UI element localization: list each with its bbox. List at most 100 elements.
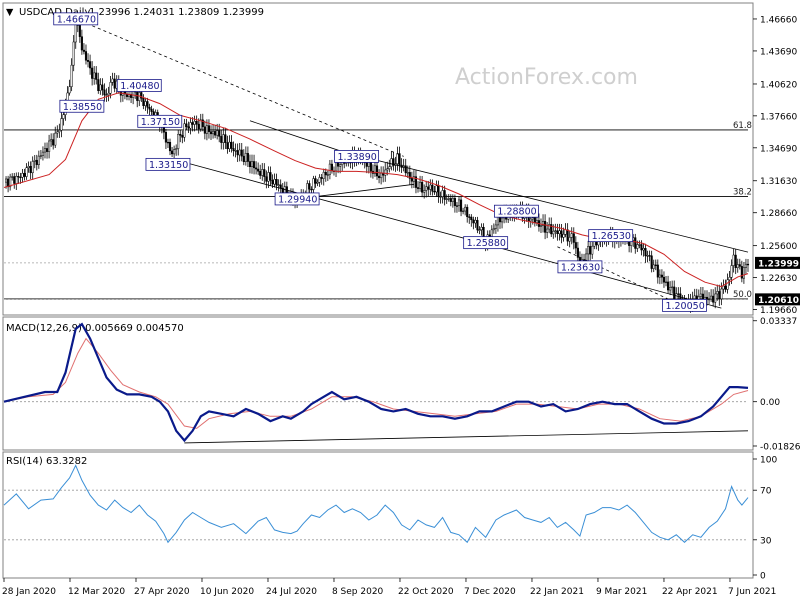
price-header-arrow: ▼ bbox=[6, 7, 14, 18]
candle-body-274 bbox=[564, 229, 567, 235]
candle-body-355 bbox=[730, 265, 733, 278]
candle-body-270 bbox=[556, 230, 559, 234]
candle-body-212 bbox=[437, 185, 440, 197]
price-header: ▼ USDCAD,Daily 1.23996 1.24031 1.23809 1… bbox=[6, 7, 264, 18]
candle-body-323 bbox=[664, 281, 668, 284]
candle-body-193 bbox=[398, 153, 401, 166]
annotation-label-8: 1.25880 bbox=[467, 238, 506, 249]
annotation-label-5: 1.29940 bbox=[278, 194, 317, 205]
candle-body-80 bbox=[166, 141, 170, 144]
candle-body-104 bbox=[216, 130, 219, 136]
candle-body-69 bbox=[144, 101, 147, 106]
candle-body-106 bbox=[220, 136, 223, 143]
annotation-layer: 1.46670 1.38550 1.40480 1.37150 1.33150 1.299… bbox=[53, 12, 707, 312]
annotation-label-2: 1.40480 bbox=[120, 81, 159, 92]
candle-body-273 bbox=[562, 234, 565, 238]
ema-line bbox=[3, 92, 749, 288]
last-price-badge bbox=[755, 256, 800, 269]
candle-body-243 bbox=[500, 217, 504, 223]
candle-body-231 bbox=[476, 220, 479, 231]
annotation-label-6: 1.33890 bbox=[338, 152, 377, 163]
candle-body-227 bbox=[468, 216, 471, 218]
rsi-tick-label-2: 30 bbox=[760, 536, 772, 546]
candle-body-233 bbox=[480, 226, 483, 231]
annotation-label-10: 1.26530 bbox=[592, 231, 631, 242]
candle-body-198 bbox=[408, 172, 411, 179]
candle-body-358 bbox=[736, 264, 739, 269]
candle-body-112 bbox=[232, 148, 235, 151]
candle-body-70 bbox=[146, 101, 149, 108]
candle-body-27 bbox=[58, 130, 61, 133]
candle-body-12 bbox=[27, 166, 30, 168]
candle-body-130 bbox=[269, 172, 272, 181]
candle-body-278 bbox=[572, 233, 575, 243]
candle-body-315 bbox=[648, 255, 651, 257]
candle-body-205 bbox=[423, 190, 426, 193]
candle-body-286 bbox=[589, 246, 592, 255]
candle-body-320 bbox=[658, 274, 661, 278]
candle-body-84 bbox=[175, 148, 178, 150]
candle-body-127 bbox=[263, 169, 266, 177]
annotation-label-3: 1.37150 bbox=[141, 117, 180, 128]
candle-body-346 bbox=[712, 295, 715, 303]
candle-body-116 bbox=[240, 149, 243, 157]
trendline-2 bbox=[178, 160, 722, 309]
candle-body-115 bbox=[238, 149, 241, 156]
candle-body-325 bbox=[669, 287, 672, 291]
watermark: ActionForex.com bbox=[455, 65, 638, 90]
candle-body-83 bbox=[173, 149, 176, 155]
candle-body-343 bbox=[705, 296, 709, 300]
candle-body-46 bbox=[97, 79, 100, 91]
candle-body-224 bbox=[462, 210, 465, 213]
candle-body-354 bbox=[728, 276, 731, 281]
candle-body-6 bbox=[15, 175, 18, 184]
candle-body-196 bbox=[404, 165, 407, 174]
candle-body-347 bbox=[714, 293, 717, 303]
candle-body-135 bbox=[279, 184, 282, 189]
candle-body-43 bbox=[91, 67, 94, 79]
candle-body-189 bbox=[390, 158, 393, 168]
candle-body-24 bbox=[52, 139, 55, 146]
date-tick-label-5: 8 Sep 2020 bbox=[332, 587, 384, 597]
candle-body-316 bbox=[650, 255, 653, 269]
candle-body-111 bbox=[230, 141, 233, 149]
candle-body-92 bbox=[191, 122, 194, 125]
candle-body-308 bbox=[634, 237, 637, 249]
candle-body-329 bbox=[677, 293, 680, 295]
candle-body-108 bbox=[224, 134, 227, 143]
candle-body-8 bbox=[19, 176, 22, 179]
trendline-1 bbox=[356, 154, 749, 253]
candle-body-129 bbox=[267, 172, 270, 182]
rsi-axis: 100 70 30 0 bbox=[753, 456, 777, 582]
candle-body-152 bbox=[314, 178, 317, 184]
annotation-box-10 bbox=[588, 229, 634, 243]
candle-body-192 bbox=[396, 153, 399, 165]
candle-body-217 bbox=[447, 198, 450, 200]
candle-body-276 bbox=[568, 237, 571, 242]
candle-body-151 bbox=[312, 178, 315, 190]
candle-body-200 bbox=[412, 176, 415, 182]
candle-body-214 bbox=[441, 190, 444, 197]
annotation-label-7: 1.28800 bbox=[497, 207, 536, 218]
candle-body-319 bbox=[656, 264, 659, 278]
candle-body-317 bbox=[652, 264, 655, 269]
price-tick-label-2: 1.40620 bbox=[760, 80, 797, 90]
candle-body-240 bbox=[494, 224, 497, 229]
candle-body-349 bbox=[718, 291, 721, 300]
candle-body-203 bbox=[419, 181, 422, 189]
date-tick-label-6: 22 Oct 2020 bbox=[398, 587, 454, 597]
annotation-label-0: 1.46670 bbox=[57, 14, 96, 25]
annotation-box-8 bbox=[463, 236, 509, 250]
candle-body-164 bbox=[339, 164, 342, 167]
candle-body-267 bbox=[550, 224, 553, 235]
candle-body-351 bbox=[722, 285, 725, 290]
candle-body-225 bbox=[464, 206, 467, 212]
candle-body-208 bbox=[429, 184, 432, 190]
candle-body-345 bbox=[710, 295, 713, 300]
candle-body-149 bbox=[308, 183, 311, 190]
candle-body-263 bbox=[541, 221, 545, 226]
candle-body-128 bbox=[265, 176, 268, 182]
candle-body-35 bbox=[74, 24, 77, 43]
candle-body-4 bbox=[11, 176, 14, 178]
annotation-box-3 bbox=[137, 114, 183, 128]
